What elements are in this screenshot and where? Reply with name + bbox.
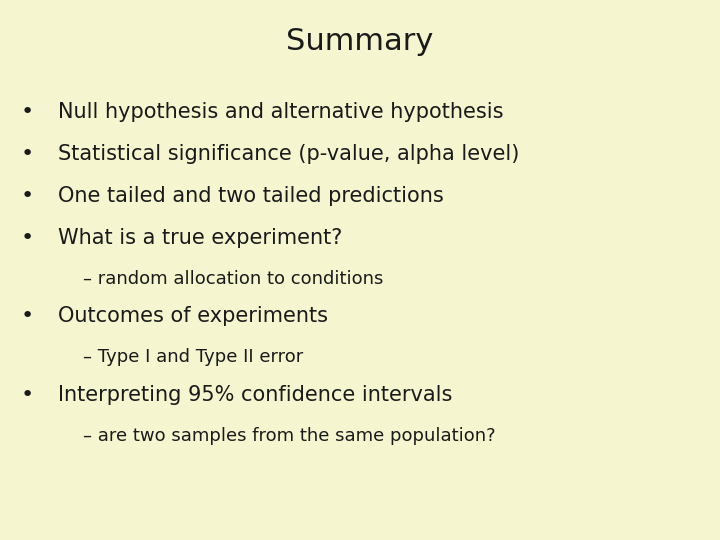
Text: •: •	[21, 306, 34, 326]
Text: Outcomes of experiments: Outcomes of experiments	[58, 306, 328, 326]
Text: Null hypothesis and alternative hypothesis: Null hypothesis and alternative hypothes…	[58, 102, 503, 122]
Text: Statistical significance (p-value, alpha level): Statistical significance (p-value, alpha…	[58, 144, 519, 164]
Text: – random allocation to conditions: – random allocation to conditions	[83, 270, 383, 288]
Text: One tailed and two tailed predictions: One tailed and two tailed predictions	[58, 186, 444, 206]
Text: •: •	[21, 102, 34, 122]
Text: What is a true experiment?: What is a true experiment?	[58, 228, 342, 248]
Text: – are two samples from the same population?: – are two samples from the same populati…	[83, 427, 495, 445]
Text: •: •	[21, 385, 34, 405]
Text: •: •	[21, 144, 34, 164]
Text: Summary: Summary	[287, 28, 433, 56]
Text: – Type I and Type II error: – Type I and Type II error	[83, 348, 303, 366]
Text: •: •	[21, 186, 34, 206]
Text: •: •	[21, 228, 34, 248]
Text: Interpreting 95% confidence intervals: Interpreting 95% confidence intervals	[58, 385, 452, 405]
